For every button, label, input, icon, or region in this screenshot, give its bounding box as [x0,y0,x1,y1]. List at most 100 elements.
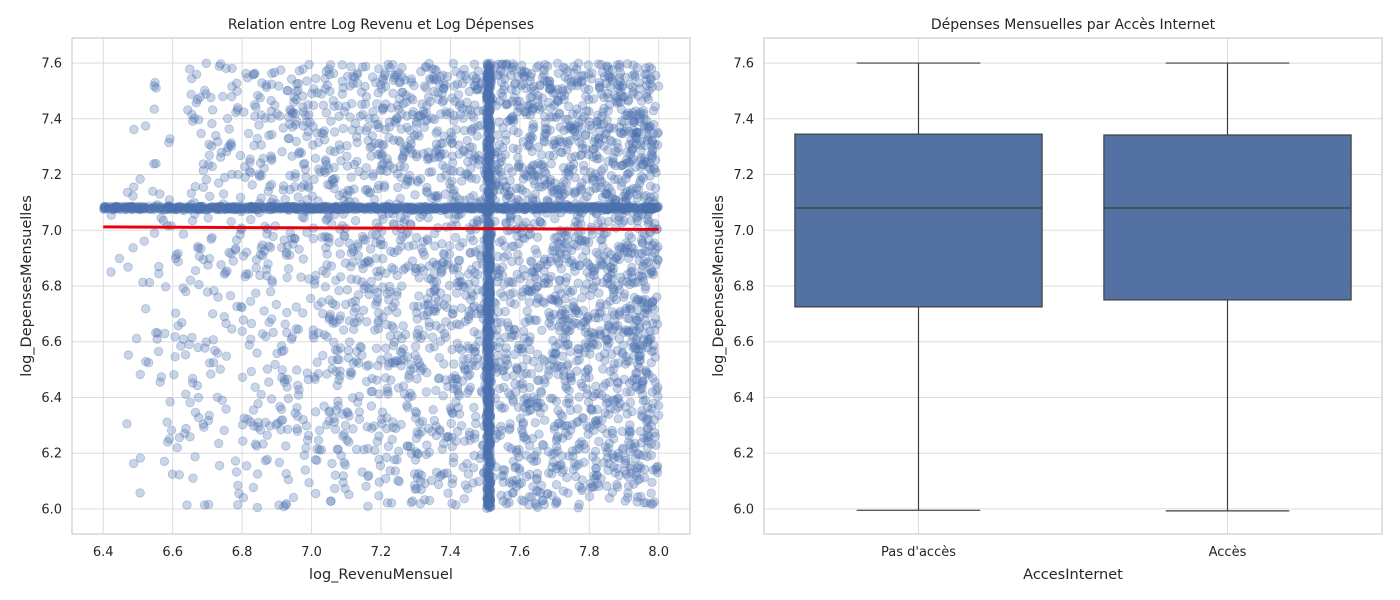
scatter-point [525,134,536,145]
scatter-point [514,340,524,351]
scatter-point [244,340,254,350]
scatter-point [609,372,619,382]
scatter-point [387,59,398,70]
scatter-point [475,453,485,464]
scatter-point [431,283,441,294]
scatter-point [325,60,336,70]
scatter-point [472,215,483,225]
scatter-point [379,140,389,150]
scatter-point [357,259,367,269]
scatter-point [297,212,308,222]
scatter-point [648,145,658,155]
scatter-point [219,172,230,183]
scatter-point [528,119,538,130]
scatter-point [576,321,586,331]
scatter-point [416,484,427,495]
scatter-point [475,303,486,314]
scatter-point [504,325,515,335]
scatter-point [417,416,428,427]
scatter-point [260,113,270,123]
scatter-point [501,343,511,353]
scatter-point [596,216,607,226]
scatter-point [629,117,639,127]
scatter-point [420,62,430,72]
scatter-point [371,218,382,228]
scatter-point [398,344,409,354]
scatter-point [534,375,544,385]
scatter-point [339,429,350,439]
scatter-point [384,117,395,127]
scatter-point [111,202,122,212]
scatter-point [436,470,447,480]
scatter-point [345,186,355,196]
scatter-point [565,122,576,132]
scatter-point [593,313,604,323]
scatter-point [643,94,654,105]
scatter-point [406,93,416,103]
scatter-point [471,411,481,422]
scatter-point [447,309,457,319]
scatter-point [504,425,515,435]
scatter-point [152,328,163,338]
scatter-point [526,131,536,141]
scatter-point [580,338,591,349]
scatter-point [349,184,359,194]
scatter-point [259,306,269,316]
scatter-point [625,439,636,450]
scatter-point [338,431,348,441]
scatter-point [473,106,483,116]
scatter-point [529,267,539,277]
scatter-point [374,389,384,399]
scatter-point [490,61,500,72]
scatter-point [622,206,632,216]
scatter-point [178,334,189,344]
scatter-point [576,437,587,447]
scatter-point [514,196,524,206]
scatter-point [398,232,408,242]
scatter-point [526,369,537,379]
scatter-point [330,424,341,435]
scatter-point [431,191,441,202]
scatter-point [594,308,605,318]
scatter-point [571,445,582,455]
scatter-point [528,81,539,92]
scatter-point [463,314,474,325]
scatter-point [404,143,414,153]
scatter-point [346,172,356,182]
scatter-point [201,337,211,347]
scatter-point [506,211,517,221]
scatter-point [518,347,528,357]
scatter-point [302,206,312,217]
scatter-point [156,213,166,223]
scatter-point [534,363,544,373]
scatter-point [218,189,229,199]
scatter-point [246,366,257,377]
scatter-point [454,255,464,265]
scatter-point [549,138,560,149]
scatter-point [544,79,555,90]
scatter-point [583,202,593,213]
scatter-point [386,375,396,385]
scatter-point [499,291,509,302]
scatter-point [361,481,371,492]
scatter-point [545,174,556,185]
scatter-point [545,125,555,135]
scatter-point [321,160,332,170]
scatter-point [378,158,388,169]
scatter-point [649,164,660,174]
scatter-point [645,121,656,132]
scatter-point [512,96,522,107]
scatter-point [518,174,529,184]
scatter-point [258,250,268,261]
scatter-point [154,268,164,279]
scatter-point [292,403,302,413]
scatter-point [596,120,606,130]
scatter-point [381,373,391,383]
scatter-point [603,278,613,289]
scatter-point [525,441,535,451]
scatter-point [253,417,263,428]
scatter-point [519,107,530,117]
scatter-point [198,182,209,193]
scatter-point [282,241,293,251]
